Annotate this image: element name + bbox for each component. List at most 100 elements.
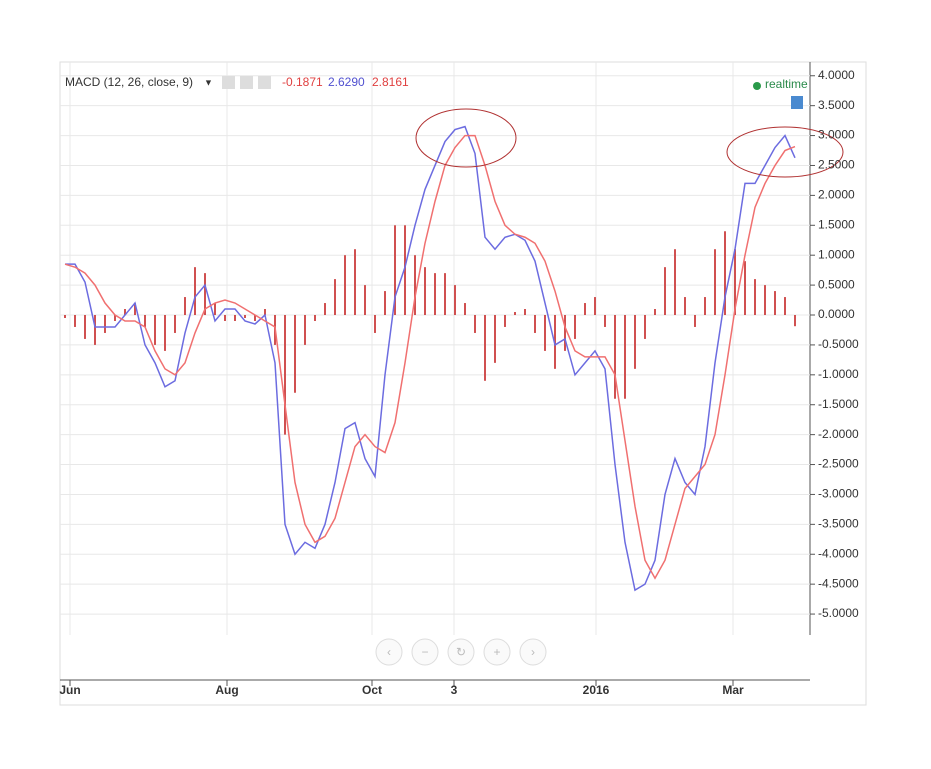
y-tick-label: -2.0000: [818, 427, 859, 441]
y-tick-label: 0.5000: [818, 277, 855, 291]
x-tick-label: Mar: [722, 683, 744, 697]
legend-value: 2.6290: [328, 75, 365, 89]
legend-value: 2.8161: [372, 75, 409, 89]
histogram-bar: [324, 303, 326, 316]
histogram-bar: [764, 285, 766, 316]
histogram-bar: [254, 315, 256, 321]
annotation-ellipse: [415, 108, 517, 168]
histogram-bar: [104, 315, 106, 333]
histogram-bar: [174, 315, 176, 333]
y-tick-label: 2.5000: [818, 158, 855, 172]
histogram-bar: [574, 315, 576, 339]
histogram-bar: [534, 315, 536, 333]
histogram-bar: [654, 309, 656, 316]
histogram-bar: [724, 231, 726, 316]
icon-button[interactable]: [222, 76, 235, 89]
histogram-bar: [494, 315, 496, 363]
histogram-bar: [684, 297, 686, 316]
histogram-bar: [284, 315, 286, 435]
y-tick-label: 1.5000: [818, 217, 855, 231]
histogram-bar: [524, 309, 526, 316]
histogram-bar: [594, 297, 596, 316]
histogram-bar: [64, 315, 66, 318]
histogram-bar: [474, 315, 476, 333]
histogram-bar: [314, 315, 316, 321]
histogram-bar: [704, 297, 706, 316]
y-tick-label: 4.0000: [818, 68, 855, 82]
icon-button[interactable]: [240, 76, 253, 89]
legend-value: -0.1871: [282, 75, 323, 89]
zoom-in[interactable]: [483, 638, 511, 666]
x-tick-label: Oct: [362, 683, 382, 697]
histogram-bar: [144, 315, 146, 327]
histogram-bar: [514, 312, 516, 316]
histogram-bar: [84, 315, 86, 339]
y-tick-label: -3.5000: [818, 517, 859, 531]
histogram-bar: [334, 279, 336, 316]
histogram-bar: [164, 315, 166, 351]
histogram-bar: [214, 303, 216, 316]
histogram-bar: [794, 315, 796, 327]
plot: [64, 125, 796, 592]
y-tick-label: -0.5000: [818, 337, 859, 351]
status-label: realtime: [765, 77, 808, 91]
icon: ‹: [387, 645, 391, 659]
x-tick-label: 3: [451, 683, 458, 697]
histogram-bar: [774, 291, 776, 316]
y-tick-label: -4.0000: [818, 546, 859, 560]
x-tick-label: 2016: [583, 683, 610, 697]
histogram-bar: [404, 225, 406, 316]
histogram-bar: [294, 315, 296, 393]
histogram-bar: [234, 315, 236, 321]
nav-left[interactable]: [375, 638, 403, 666]
y-tick-label: 3.0000: [818, 128, 855, 142]
histogram-bar: [374, 315, 376, 333]
dropdown-icon[interactable]: ▼: [204, 77, 213, 87]
nav-buttons: [375, 638, 547, 666]
y-tick-label: -3.0000: [818, 487, 859, 501]
y-tick-label: -1.5000: [818, 397, 859, 411]
icon: +: [493, 645, 500, 659]
histogram-bar: [634, 315, 636, 369]
icon-button[interactable]: [258, 76, 271, 89]
histogram-bar: [504, 315, 506, 327]
histogram-bar: [184, 297, 186, 316]
histogram-bar: [194, 267, 196, 316]
histogram-bar: [354, 249, 356, 316]
histogram-bar: [734, 249, 736, 316]
histogram-bar: [414, 255, 416, 316]
histogram-bar: [124, 309, 126, 316]
histogram-bar: [304, 315, 306, 345]
histogram-bar: [484, 315, 486, 381]
histogram-bar: [424, 267, 426, 316]
histogram-bar: [544, 315, 546, 351]
histogram-bar: [264, 309, 266, 316]
panel: [59, 61, 867, 706]
y-tick-label: 0.0000: [818, 307, 855, 321]
y-tick-label: 3.5000: [818, 98, 855, 112]
scale-button[interactable]: [791, 96, 803, 109]
histogram-bar: [364, 285, 366, 316]
histogram-bar: [664, 267, 666, 316]
histogram-bar: [624, 315, 626, 399]
icon: ›: [531, 645, 535, 659]
reset[interactable]: [447, 638, 475, 666]
histogram-bar: [204, 273, 206, 316]
histogram-bar: [754, 279, 756, 316]
y-tick-label: -1.0000: [818, 367, 859, 381]
histogram-bar: [384, 291, 386, 316]
histogram-bar: [614, 315, 616, 399]
line: [65, 125, 796, 592]
histogram-bar: [344, 255, 346, 316]
y-tick-label: -2.5000: [818, 457, 859, 471]
x-tick-label: Jun: [59, 683, 80, 697]
histogram-bar: [394, 225, 396, 316]
histogram-bar: [464, 303, 466, 316]
zoom-out[interactable]: [411, 638, 439, 666]
histogram-bar: [454, 285, 456, 316]
chart-title: MACD (12, 26, close, 9): [65, 75, 193, 89]
nav-right[interactable]: [519, 638, 547, 666]
annotation-ellipse: [726, 126, 844, 178]
